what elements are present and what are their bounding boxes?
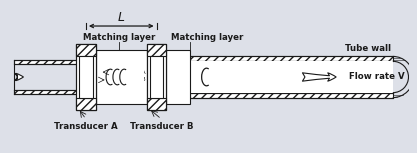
Bar: [96, 50, 147, 104]
Bar: [99, 64, 144, 90]
Bar: [76, 44, 96, 56]
Bar: [190, 61, 393, 93]
Text: L: L: [118, 11, 125, 24]
Bar: [76, 44, 96, 110]
Bar: [147, 44, 166, 56]
Bar: [15, 60, 79, 64]
Text: Transducer A: Transducer A: [54, 122, 118, 131]
Text: Tube wall: Tube wall: [345, 45, 391, 53]
Text: Sound wave A: Sound wave A: [100, 70, 145, 75]
Text: Matching layer: Matching layer: [83, 33, 156, 42]
Bar: [147, 98, 166, 110]
Text: Matching layer: Matching layer: [171, 33, 244, 42]
Bar: [79, 56, 93, 98]
Bar: [147, 44, 166, 110]
Text: Transducer B: Transducer B: [130, 122, 193, 131]
Text: Sound wave B: Sound wave B: [100, 77, 145, 82]
Bar: [150, 56, 163, 98]
Bar: [147, 44, 166, 110]
Bar: [76, 98, 96, 110]
Bar: [15, 90, 79, 94]
Bar: [190, 56, 393, 61]
Bar: [190, 93, 393, 98]
Bar: [76, 44, 96, 110]
Text: Flow rate V: Flow rate V: [349, 73, 404, 82]
Bar: [166, 50, 190, 104]
